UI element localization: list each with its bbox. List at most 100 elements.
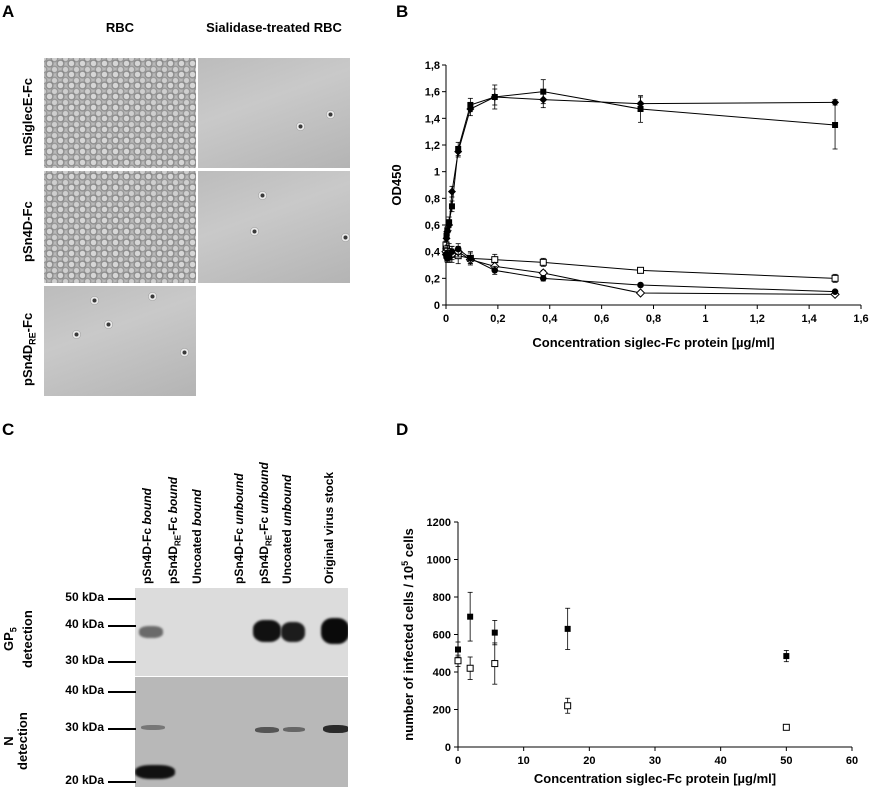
data-point xyxy=(454,245,462,253)
lane-label: Uncoated unbound xyxy=(280,474,294,584)
panel-b-label: B xyxy=(396,2,409,21)
data-point xyxy=(540,88,547,95)
marker-tick xyxy=(108,728,136,730)
row-label-psn4d: pSn4D-Fc xyxy=(20,201,35,262)
x-tick-label: 20 xyxy=(583,755,595,767)
micrograph-psn4d-rbc xyxy=(44,171,196,283)
rbc-cell xyxy=(104,320,113,329)
rbc-cell xyxy=(258,191,267,200)
rbc-cell xyxy=(296,122,305,131)
data-point xyxy=(539,275,547,282)
data-point xyxy=(783,653,790,660)
data-point xyxy=(491,94,498,100)
y-tick-label: 1 xyxy=(434,167,440,179)
data-point xyxy=(637,281,644,289)
data-point xyxy=(832,122,839,128)
y-tick-label: 1000 xyxy=(427,555,451,567)
x-tick-label: 1,2 xyxy=(750,313,765,325)
marker-tick xyxy=(108,625,136,627)
data-point xyxy=(448,248,456,255)
marker-50kda: 50 kDa xyxy=(65,590,104,604)
row-label-msiglece: mSiglecE-Fc xyxy=(20,77,35,156)
y-tick-label: 600 xyxy=(433,630,451,642)
gp5-detection-label: GP5 detection xyxy=(1,610,35,668)
n-blot xyxy=(135,677,348,787)
blot-band xyxy=(141,725,165,730)
data-point xyxy=(467,613,474,620)
marker-30kda-n: 30 kDa xyxy=(65,720,104,734)
marker-tick xyxy=(108,661,136,663)
lane-label: pSn4D-Fc unbound xyxy=(232,473,246,584)
rbc-cell xyxy=(326,110,335,119)
data-point xyxy=(491,629,498,636)
x-tick-label: 50 xyxy=(780,755,792,767)
y-axis-label: OD450 xyxy=(389,164,404,205)
y-tick-label: 200 xyxy=(433,705,451,717)
x-axis-label: Concentration siglec-Fc protein [µg/ml] xyxy=(534,771,776,786)
rbc-cell xyxy=(180,348,189,357)
blot-band xyxy=(255,727,279,733)
rbc-cell xyxy=(148,292,157,301)
panel-c-label: C xyxy=(2,420,15,439)
lane-label: pSn4DRE-Fc unbound xyxy=(257,462,274,584)
blot-band xyxy=(135,765,175,779)
y-tick-label: 1200 xyxy=(427,517,451,529)
y-tick-label: 1,6 xyxy=(425,87,440,99)
x-tick-label: 0,6 xyxy=(594,313,609,325)
row-label-psn4dre: pSn4DRE-Fc xyxy=(20,312,38,386)
data-point xyxy=(564,702,572,710)
data-point xyxy=(491,267,499,274)
rbc-cell xyxy=(250,227,259,236)
y-tick-label: 800 xyxy=(433,592,451,604)
data-point xyxy=(782,723,790,731)
blot-band xyxy=(139,626,163,638)
blot-band xyxy=(253,620,281,642)
x-tick-label: 0,2 xyxy=(490,313,505,325)
data-point xyxy=(831,274,839,282)
column-header-rbc: RBC xyxy=(105,20,135,35)
y-tick-label: 400 xyxy=(433,667,451,679)
data-point xyxy=(446,219,453,226)
x-tick-label: 60 xyxy=(846,755,858,767)
x-tick-label: 40 xyxy=(715,755,727,767)
y-tick-label: 1,2 xyxy=(425,140,440,152)
y-tick-label: 1,8 xyxy=(425,60,440,72)
marker-tick xyxy=(108,781,136,783)
blot-band xyxy=(281,622,305,642)
x-tick-label: 0,4 xyxy=(542,313,558,325)
panel-a-label: A xyxy=(2,2,15,21)
y-tick-label: 1,4 xyxy=(425,113,441,125)
marker-tick xyxy=(108,691,136,693)
data-point xyxy=(443,232,450,239)
data-point xyxy=(447,187,456,196)
infected-cells-scatter-chart: 0 200 400 600 800 1000 1200 0 10 20 30 40 50 60 Concen… xyxy=(400,517,858,786)
x-tick-label: 0,8 xyxy=(646,313,661,325)
data-point xyxy=(491,660,499,668)
data-point xyxy=(445,253,453,261)
x-tick-label: 1,4 xyxy=(801,313,817,325)
rbc-cell xyxy=(72,330,81,339)
data-point xyxy=(455,646,461,653)
y-tick-label: 0,8 xyxy=(425,193,440,205)
x-tick-label: 0 xyxy=(455,755,461,767)
data-point xyxy=(635,288,646,298)
y-tick-label: 0 xyxy=(434,300,440,312)
data-point xyxy=(455,146,462,152)
lane-label: Original virus stock xyxy=(322,471,336,584)
data-point xyxy=(448,203,455,210)
y-tick-label: 0,6 xyxy=(425,220,440,232)
y-tick-label: 0,4 xyxy=(425,247,441,259)
od450-line-chart: 0 0,2 0,4 0,6 0,8 1 1,2 1,4 1,6 1,8 0 0,2 0,4 0,6 0,8 1… xyxy=(389,60,869,350)
marker-40kda: 40 kDa xyxy=(65,617,104,631)
y-axis-label: number of infected cells / 105 cells xyxy=(400,528,416,740)
blot-band xyxy=(323,725,348,733)
x-tick-label: 10 xyxy=(518,755,530,767)
micrograph-msiglece-sialidase xyxy=(198,58,350,168)
x-axis-label: Concentration siglec-Fc protein [µg/ml] xyxy=(532,335,774,350)
data-point xyxy=(637,266,645,274)
data-point xyxy=(467,255,474,262)
data-point xyxy=(467,102,474,108)
lane-label: pSn4DRE-Fc bound xyxy=(166,476,183,584)
column-header-sialidase: Sialidase-treated RBC xyxy=(206,20,342,35)
